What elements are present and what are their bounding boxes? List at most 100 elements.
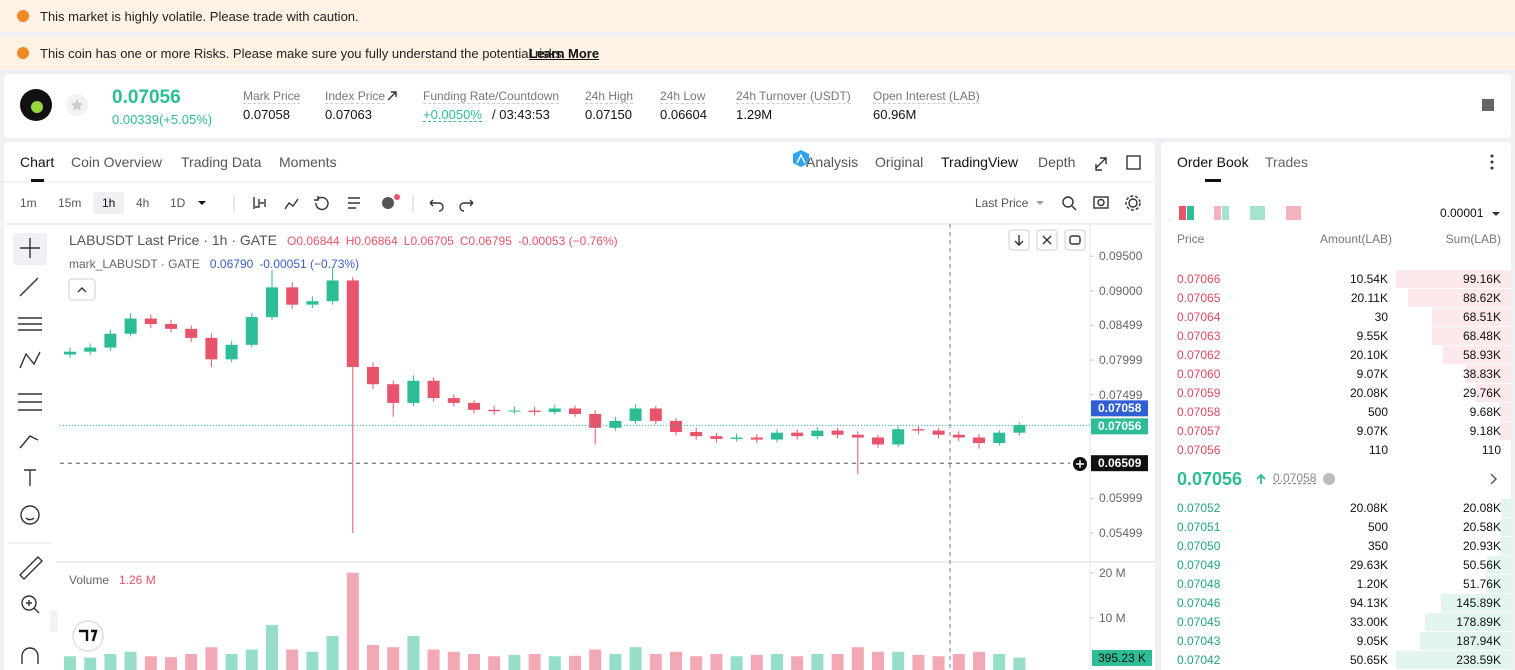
order-price[interactable]: 0.07045 [1177, 615, 1221, 629]
chart-tab[interactable]: Coin Overview [71, 154, 163, 170]
order-amount: 50.65K [1349, 653, 1388, 667]
order-price[interactable]: 0.07048 [1177, 577, 1221, 591]
volume-bar [205, 647, 218, 670]
candle-body [811, 430, 824, 437]
order-amount: 10.54K [1349, 272, 1388, 286]
order-amount: 9.05K [1356, 634, 1388, 648]
chart-tab[interactable]: Chart [20, 154, 55, 170]
order-price[interactable]: 0.07062 [1177, 348, 1221, 362]
candle-body [205, 337, 218, 360]
price-source-select[interactable]: Last Price [975, 196, 1029, 210]
volume-bar [912, 654, 925, 670]
view-tab[interactable]: Original [875, 154, 924, 170]
order-sum: 88.62K [1462, 291, 1501, 305]
volume-bar [225, 653, 238, 670]
volume-bar [569, 655, 581, 670]
view-tab[interactable]: TradingView [941, 154, 1019, 170]
order-price[interactable]: 0.07064 [1177, 310, 1221, 324]
chart-panel [4, 142, 1155, 670]
candle-body [225, 344, 238, 360]
interval-button[interactable]: 1h [102, 196, 116, 210]
volume-bar [104, 653, 117, 670]
crosshair-tag-box [1091, 455, 1148, 472]
candle-body [589, 413, 602, 428]
order-sum: 50.56K [1462, 558, 1501, 572]
volume-bar [831, 653, 844, 670]
candle-body [528, 410, 541, 412]
order-price[interactable]: 0.07042 [1177, 653, 1221, 667]
order-sum: 51.76K [1462, 577, 1501, 591]
order-amount: 33.00K [1349, 615, 1388, 629]
order-price[interactable]: 0.07051 [1177, 520, 1221, 534]
depth-bar [1442, 346, 1511, 364]
order-price[interactable]: 0.07059 [1177, 386, 1221, 400]
order-price[interactable]: 0.07063 [1177, 329, 1221, 343]
mid-price: 0.07056 [1177, 469, 1243, 489]
depth-bar [1424, 613, 1511, 631]
volume-bar [144, 656, 157, 670]
order-price[interactable]: 0.07049 [1177, 558, 1221, 572]
column-header: Sum(LAB) [1445, 232, 1501, 246]
tab[interactable]: Trades [1265, 154, 1309, 170]
order-price[interactable]: 0.07050 [1177, 539, 1221, 553]
interval-button[interactable]: 1m [20, 196, 37, 210]
candle-body [468, 402, 480, 410]
y-tick-label: 0.05499 [1099, 526, 1143, 541]
volume-bar [1013, 657, 1026, 670]
volume-bar [326, 635, 339, 670]
chart-tab[interactable]: Trading Data [181, 154, 262, 170]
candle-body [104, 333, 117, 348]
tab[interactable]: Order Book [1177, 154, 1249, 170]
order-sum: 68.48K [1462, 329, 1501, 343]
candle-body [791, 432, 804, 437]
view-tab[interactable]: Analysis [806, 154, 859, 170]
order-price[interactable]: 0.07065 [1177, 291, 1221, 305]
volume-bar [649, 653, 662, 670]
candle-body [346, 280, 359, 367]
volume-bar [427, 649, 440, 670]
depth-bar [1440, 594, 1511, 612]
order-price[interactable]: 0.07056 [1177, 443, 1221, 457]
volume-bar [872, 651, 884, 670]
volume-bar [266, 625, 278, 670]
order-price[interactable]: 0.07046 [1177, 596, 1221, 610]
volume-bar [609, 653, 622, 670]
stat-value: 0.07058 [243, 107, 290, 122]
order-price[interactable]: 0.07060 [1177, 367, 1221, 381]
interval-button[interactable]: 4h [136, 196, 150, 210]
volume-bar [306, 651, 319, 670]
interval-button[interactable]: 1D [170, 196, 186, 210]
order-price[interactable]: 0.07058 [1177, 405, 1221, 419]
order-amount: 350 [1367, 539, 1388, 553]
order-amount: 94.13K [1349, 596, 1388, 610]
order-price[interactable]: 0.07052 [1177, 501, 1221, 515]
volume-tag: 395.23 K [1098, 651, 1147, 665]
interval-button[interactable]: 15m [58, 196, 82, 210]
precision-select[interactable]: 0.00001 [1440, 206, 1484, 220]
price-change: 0.00339(+5.05%) [112, 112, 213, 127]
y-tick-label: 0.09000 [1099, 283, 1143, 298]
legend-item: -0.00053 (−0.76%) [517, 234, 618, 248]
order-sum: 110 [1481, 443, 1501, 457]
volume-bar [124, 651, 137, 670]
volume-bar [468, 653, 480, 670]
view-tab[interactable]: Depth [1038, 154, 1076, 170]
y-tick-label: 0.07499 [1099, 387, 1143, 402]
order-amount: 9.07K [1356, 424, 1388, 438]
depth-bar [1486, 556, 1511, 574]
candle-body [165, 324, 177, 329]
order-price[interactable]: 0.07057 [1177, 424, 1221, 438]
order-amount: 500 [1367, 405, 1388, 419]
learn-more-link[interactable]: Learn More [529, 46, 600, 61]
order-price[interactable]: 0.07043 [1177, 634, 1221, 648]
depth-bar [1500, 422, 1511, 440]
legend-item: 0.06790 [209, 257, 254, 271]
order-price[interactable]: 0.07066 [1177, 272, 1221, 286]
depth-bar [1396, 270, 1511, 288]
order-sum: 238.59K [1456, 653, 1501, 667]
volume-bar [993, 653, 1006, 670]
candle-body [185, 328, 198, 338]
order-amount: 20.11K [1350, 291, 1388, 305]
chart-tab[interactable]: Moments [279, 154, 337, 170]
